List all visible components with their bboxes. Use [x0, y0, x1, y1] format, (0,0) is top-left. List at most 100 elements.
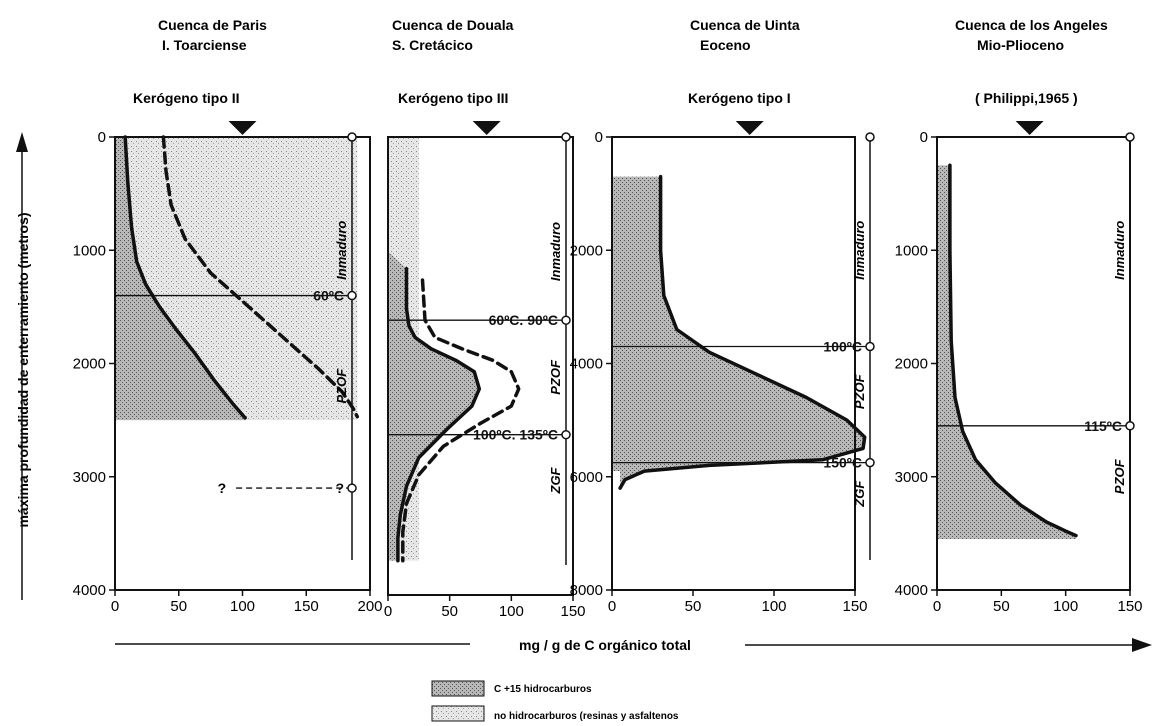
zone-label: ZGF [852, 480, 867, 508]
kerogen-label: Kerógeno tipo II [133, 90, 240, 106]
temperature-marker [561, 429, 571, 440]
legend-swatch-dense [431, 680, 485, 697]
y-tick-label: 2000 [73, 356, 106, 373]
y-tick-label: 3000 [895, 469, 928, 486]
y-tick-label: 0 [920, 129, 928, 146]
zone-label: ZGF [548, 466, 563, 494]
zone-label: PZOF [1112, 458, 1127, 494]
y-tick-label: 3000 [73, 469, 106, 486]
x-axis-arrowhead [1132, 638, 1152, 652]
shade-c15-hydrocarbons [388, 251, 480, 561]
x-tick-label: 0 [111, 598, 119, 615]
panel-title-line2: S. Cretácico [392, 37, 473, 53]
x-tick-label: 150 [842, 598, 867, 615]
x-axis-label: mg / g de C orgánico total [519, 637, 691, 653]
zone-label: Inmaduro [334, 221, 349, 280]
series-line-solid [618, 174, 867, 490]
position-marker-icon [1015, 121, 1044, 135]
x-tick-label: 0 [608, 598, 616, 615]
chart-panels: Cuenca de Paris I. Toarciense Kerógeno tip… [73, 17, 1143, 620]
zone-marker-top [347, 132, 357, 142]
series-line-solid [123, 135, 247, 420]
zone-label: Inmaduro [1112, 221, 1127, 280]
temperature-left-label: ? [218, 480, 227, 496]
chart-panel-3: Cuenca de Uinta Eoceno Kerógeno tipo I 0 50 1… [570, 17, 875, 615]
panel-title-line1: Cuenca de Paris [158, 17, 267, 33]
shade-c15-hydrocarbons [612, 176, 865, 489]
legend-label-dense: C +15 hidrocarburos [494, 684, 592, 695]
y-tick-label: 0 [98, 129, 106, 146]
x-tick-label: 100 [230, 598, 255, 615]
zone-label: Inmaduro [548, 222, 563, 281]
kerogen-label: Kerógeno tipo III [398, 90, 508, 106]
kerogen-label: Kerógeno tipo I [688, 90, 791, 106]
position-marker-icon [735, 121, 764, 135]
x-tick-label: 200 [357, 598, 382, 615]
x-tick-label: 50 [685, 598, 702, 615]
position-marker-icon [472, 121, 501, 135]
x-tick-label: 150 [294, 598, 319, 615]
temperature-label: 60ºC. 90ºC [489, 312, 558, 328]
temperature-marker [347, 290, 357, 301]
zone-marker-top [1125, 132, 1135, 142]
y-tick-label: 8000 [570, 582, 603, 599]
panel-title-line1: Cuenca de Douala [392, 17, 514, 33]
temperature-label: 100ºC [823, 339, 862, 355]
legend-swatch-light [431, 705, 485, 722]
temperature-marker [347, 483, 357, 493]
zone-label: PZOF [852, 373, 867, 409]
series-line-dashed [161, 135, 360, 419]
y-tick-label: 4000 [570, 356, 603, 373]
zone-label: PZOF [334, 368, 349, 404]
temperature-marker [865, 341, 875, 352]
panel-title-line2: I. Toarciense [162, 37, 247, 53]
series-line-dashed [401, 278, 521, 563]
y-tick-label: 6000 [570, 469, 603, 486]
plot-frame [387, 136, 574, 596]
zone-label: PZOF [548, 359, 563, 395]
series-line-solid [948, 163, 1078, 538]
y-axis-arrowhead [16, 132, 28, 152]
series-line-solid [396, 266, 482, 563]
temperature-marker [561, 315, 571, 325]
temperature-label: ? [335, 480, 344, 496]
y-tick-label: 2000 [570, 242, 603, 259]
panel-title-line1: Cuenca de Uinta [690, 17, 800, 33]
y-tick-label: 4000 [895, 582, 928, 599]
zone-label: Inmaduro [852, 221, 867, 280]
y-axis-label: máxima profundidad de enterramiento (met… [15, 212, 31, 527]
kerogen-label: ( Philippi,1965 ) [975, 90, 1078, 106]
chart-panel-4: Cuenca de los Angeles Mio-Plioceno ( Phili… [895, 17, 1143, 615]
y-tick-label: 0 [595, 129, 603, 146]
x-tick-label: 0 [384, 603, 392, 620]
temperature-marker [865, 457, 875, 468]
y-tick-label: 2000 [895, 356, 928, 373]
x-tick-label: 100 [1053, 598, 1078, 615]
x-tick-label: 100 [761, 598, 786, 615]
temperature-marker [1125, 421, 1135, 431]
x-tick-label: 50 [993, 598, 1010, 615]
temperature-label: 150ºC [823, 455, 862, 471]
panel-title-line2: Mio-Plioceno [977, 37, 1064, 53]
position-marker-icon [228, 121, 257, 135]
y-tick-label: 1000 [895, 242, 928, 259]
zone-marker-top [561, 132, 571, 142]
chart-panel-2: Cuenca de Douala S. Cretácico Kerógeno tip… [384, 17, 586, 620]
y-tick-label: 1000 [73, 242, 106, 259]
x-tick-label: 50 [170, 598, 187, 615]
x-tick-label: 50 [441, 603, 458, 620]
temperature-label: 115ºC [1084, 418, 1122, 434]
temperature-label: 60ºC [313, 288, 344, 304]
shade-c15-hydrocarbons [115, 137, 246, 421]
x-tick-label: 0 [933, 598, 941, 615]
x-tick-label: 100 [499, 603, 524, 620]
temperature-label: 100ºC. 135ºC [473, 427, 558, 443]
chart-panel-1: Cuenca de Paris I. Toarciense Kerógeno tip… [73, 17, 383, 615]
x-tick-label: 150 [1117, 598, 1142, 615]
zone-marker-top [865, 132, 875, 142]
x-tick-label: 150 [560, 603, 585, 620]
shade-c15-hydrocarbons [937, 165, 1076, 540]
panel-title-line2: Eoceno [700, 37, 751, 53]
legend-label-light: no hidrocarburos (resinas y asfaltenos [494, 711, 679, 722]
